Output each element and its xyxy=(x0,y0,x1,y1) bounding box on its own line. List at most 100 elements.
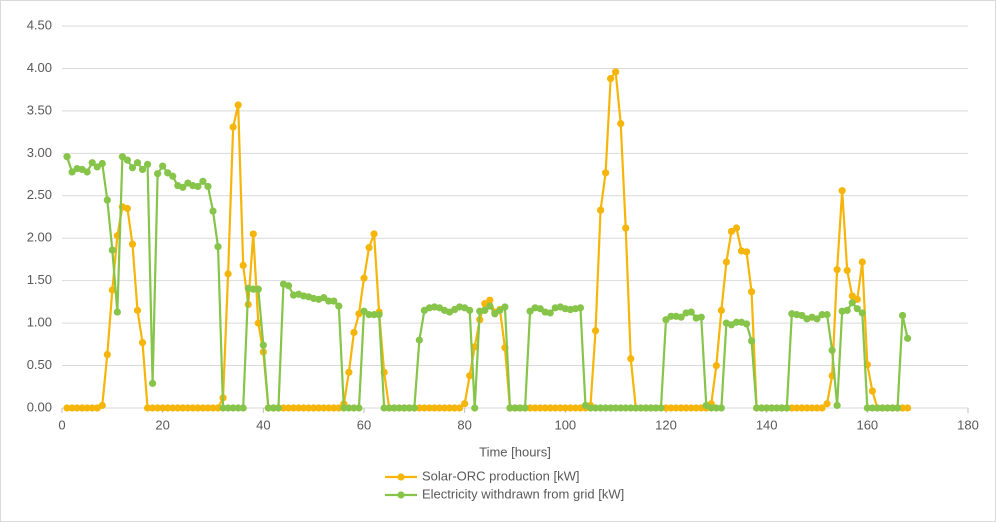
data-point xyxy=(330,404,338,412)
data-point xyxy=(88,159,96,167)
data-point xyxy=(727,227,736,236)
data-point xyxy=(400,404,408,412)
data-point xyxy=(863,404,871,412)
x-tick-label: 20 xyxy=(155,417,169,432)
data-point xyxy=(657,404,665,412)
data-point xyxy=(627,355,635,363)
data-point xyxy=(415,404,423,412)
x-tick-label: 40 xyxy=(256,417,270,432)
data-point xyxy=(853,305,861,313)
data-point xyxy=(778,404,786,412)
x-tick-label: 100 xyxy=(554,417,576,432)
x-tick-label: 80 xyxy=(457,417,471,432)
data-point xyxy=(68,404,76,412)
data-point xyxy=(294,404,303,412)
data-point xyxy=(98,159,106,168)
data-point xyxy=(214,404,222,412)
data-point xyxy=(435,404,444,412)
data-point xyxy=(758,404,766,412)
data-point xyxy=(63,153,71,161)
data-point xyxy=(717,404,725,412)
data-point xyxy=(607,404,615,412)
data-point xyxy=(717,306,725,314)
data-point xyxy=(320,404,328,412)
data-point xyxy=(184,404,192,412)
data-point xyxy=(456,404,464,412)
x-tick-label: 180 xyxy=(957,417,979,432)
data-point xyxy=(878,404,887,412)
data-point xyxy=(612,404,620,412)
data-point xyxy=(848,299,856,307)
x-axis-title: Time [hours] xyxy=(479,444,551,459)
data-point xyxy=(602,169,610,177)
data-point xyxy=(521,404,529,412)
data-point xyxy=(194,182,202,191)
data-point xyxy=(128,240,137,248)
data-point xyxy=(627,404,635,412)
data-point xyxy=(632,404,640,412)
data-point xyxy=(103,350,111,359)
data-point xyxy=(169,172,177,180)
x-tick-label: 0 xyxy=(58,417,65,432)
y-tick-label: 0.50 xyxy=(27,357,52,372)
data-point xyxy=(254,285,262,293)
data-point xyxy=(823,400,831,408)
data-point xyxy=(380,404,388,412)
legend-label: Electricity withdrawn from grid [kW] xyxy=(422,486,624,501)
data-point xyxy=(898,404,907,412)
data-point xyxy=(229,123,237,131)
data-point xyxy=(722,258,731,266)
data-point xyxy=(798,311,806,320)
data-point xyxy=(904,334,912,342)
legend-marker xyxy=(397,473,405,481)
data-point xyxy=(868,404,876,412)
data-point xyxy=(677,404,685,412)
data-point xyxy=(108,246,116,254)
data-point xyxy=(234,404,242,412)
data-point xyxy=(174,404,182,412)
data-point xyxy=(602,404,610,412)
y-tick-label: 2.00 xyxy=(27,230,52,245)
data-point xyxy=(566,404,574,412)
data-point xyxy=(833,401,841,410)
data-point xyxy=(143,160,152,168)
data-point xyxy=(375,311,383,319)
data-point xyxy=(128,164,137,172)
data-point xyxy=(712,361,720,370)
data-point xyxy=(445,404,454,412)
data-point xyxy=(707,404,715,412)
data-point xyxy=(274,404,283,412)
data-point xyxy=(310,404,318,412)
data-point xyxy=(672,404,680,412)
data-point xyxy=(279,404,288,412)
data-point xyxy=(461,400,469,408)
data-point xyxy=(78,404,86,412)
data-point xyxy=(697,313,705,321)
data-point xyxy=(335,302,343,310)
y-tick-label: 3.00 xyxy=(27,145,52,160)
data-point xyxy=(853,295,861,303)
data-point xyxy=(440,404,449,412)
y-tick-label: 4.00 xyxy=(27,60,52,75)
data-point xyxy=(143,404,152,412)
data-point xyxy=(793,404,801,412)
data-point xyxy=(335,404,343,412)
data-point xyxy=(355,404,363,412)
data-point xyxy=(843,266,851,275)
data-point xyxy=(284,282,293,290)
data-point xyxy=(154,170,162,178)
data-point xyxy=(133,306,142,314)
data-point xyxy=(813,404,821,412)
data-point xyxy=(888,404,897,412)
data-point xyxy=(415,336,423,344)
data-point xyxy=(873,404,882,412)
data-point xyxy=(551,404,559,412)
data-point xyxy=(350,328,358,337)
data-point xyxy=(687,404,695,412)
data-point xyxy=(138,339,147,347)
y-tick-label: 2.50 xyxy=(27,187,52,202)
data-point xyxy=(83,168,91,176)
data-point xyxy=(828,346,836,354)
data-point xyxy=(596,206,605,214)
